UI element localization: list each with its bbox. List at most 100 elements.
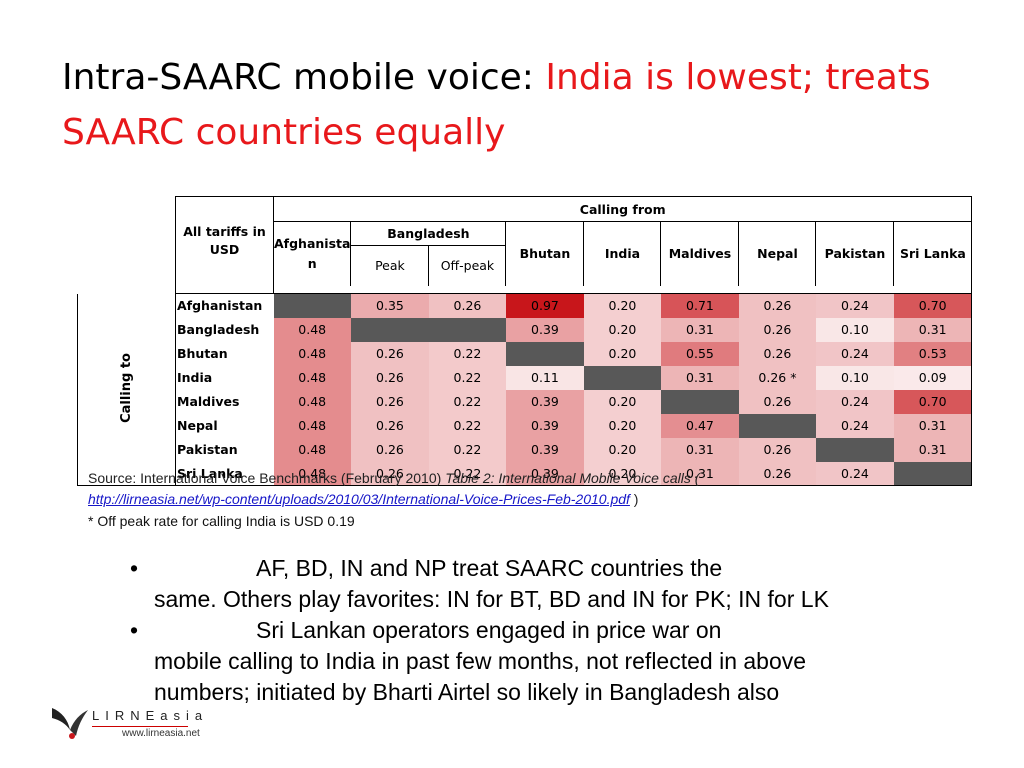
tariff-cell: 0.26	[350, 461, 429, 486]
tariff-cell: 0.31	[660, 461, 739, 486]
tariff-cell: 0.26	[738, 341, 816, 366]
bullet-dot-icon: •	[130, 617, 139, 643]
tariff-cell: 0.35	[350, 293, 429, 318]
tariff-cell: 0.26	[738, 461, 816, 486]
source-link[interactable]: http://lirneasia.net/wp-content/uploads/…	[88, 491, 630, 507]
tariff-cell: 0.26	[428, 293, 506, 318]
table-row: Calling to Afghanistan 0.35 0.26 0.97 0.20 0.7…	[77, 293, 973, 486]
corner-label: All tariffs in USD	[175, 196, 274, 286]
tariff-cell: 0.39	[505, 317, 584, 342]
col-header-afghanistan: Afghanista n	[273, 221, 352, 286]
tariff-cell: 0.26	[738, 293, 816, 318]
tariff-cell: 0.20	[583, 317, 661, 342]
tariff-cell: 0.20	[583, 437, 661, 462]
table-row: Pakistan 0.48 0.26 0.22 0.39 0.20 0.31 0.26 0.31	[78, 437, 973, 462]
tariff-cell: 0.48	[273, 389, 351, 414]
tariff-cell: 0.11	[505, 365, 584, 390]
col-header-maldives: Maldives	[660, 221, 740, 286]
tariff-cell: 0.48	[273, 317, 351, 342]
tariff-cell: 0.31	[893, 437, 973, 462]
tariff-table: All tariffs in USD Calling from Afghanis…	[77, 196, 973, 486]
tariff-cell: 0.24	[815, 389, 894, 414]
diagonal-cell	[350, 317, 429, 342]
tariff-cell: 0.48	[273, 365, 351, 390]
tariff-cell: 0.20	[583, 461, 661, 486]
tariff-cell: 0.39	[505, 389, 584, 414]
tariff-cell: 0.39	[505, 413, 584, 438]
row-label: Nepal	[175, 413, 274, 438]
col-header-pakistan: Pakistan	[815, 221, 895, 286]
diagonal-cell	[815, 437, 894, 462]
diagonal-cell	[583, 365, 661, 390]
tariff-cell: 0.97	[505, 293, 584, 318]
tariff-cell: 0.22	[428, 365, 506, 390]
tariff-cell: 0.22	[428, 461, 506, 486]
tariff-cell: 0.22	[428, 389, 506, 414]
col-header-bhutan: Bhutan	[505, 221, 585, 286]
title-prefix: Intra-SAARC mobile voice:	[62, 57, 546, 98]
col-header-offpeak: Off-peak	[428, 245, 507, 286]
col-header-india: India	[583, 221, 662, 286]
bullet-item-1: • AF, BD, IN and NP treat SAARC countries…	[130, 553, 850, 615]
bullet-1-rest: same. Others play favorites: IN for BT, …	[154, 586, 829, 612]
bullet-2-first: Sri Lankan operators engaged in price wa…	[256, 617, 722, 643]
tariff-cell: 0.26	[738, 389, 816, 414]
row-label: Bhutan	[175, 341, 274, 366]
tariff-cell: 0.26	[350, 413, 429, 438]
tariff-cell: 0.31	[660, 437, 739, 462]
row-label: Afghanistan	[175, 293, 274, 318]
tariff-cell: 0.20	[583, 389, 661, 414]
table-row: Maldives 0.48 0.26 0.22 0.39 0.20 0.26 0.24 0.70	[78, 389, 973, 414]
tariff-cell: 0.24	[815, 413, 894, 438]
diagonal-cell	[660, 389, 739, 414]
tariff-cell: 0.22	[428, 413, 506, 438]
row-label: Bangladesh	[175, 317, 274, 342]
tariff-cell: 0.10	[815, 317, 894, 342]
title-highlight-line1: India is lowest; treats	[545, 57, 931, 98]
col-header-nepal: Nepal	[738, 221, 817, 286]
logo-divider	[92, 726, 188, 727]
bullet-dot-icon: •	[130, 555, 139, 581]
col-header-srilanka: Sri Lanka	[893, 221, 973, 286]
tariff-cell: 0.48	[273, 437, 351, 462]
tariff-cell: 0.53	[893, 341, 973, 366]
source-prefix: Source: International Voice Benchmarks (…	[88, 470, 446, 486]
tariff-cell: 0.70	[893, 293, 973, 318]
row-label: Sri Lanka	[175, 461, 274, 486]
tariff-cell: 0.20	[583, 341, 661, 366]
calling-from-label: Calling from	[273, 196, 973, 222]
diagonal-cell	[505, 341, 584, 366]
col-header-peak: Peak	[350, 245, 430, 286]
col-header-bangladesh: Bangladesh	[350, 221, 507, 246]
tariff-cell: 0.26	[738, 317, 816, 342]
tariff-cell: 0.48	[273, 341, 351, 366]
tariff-cell: 0.47	[660, 413, 739, 438]
tariff-cell: 0.26	[738, 437, 816, 462]
tariff-cell: 0.10	[815, 365, 894, 390]
tariff-cell: 0.24	[815, 293, 894, 318]
table-row: India 0.48 0.26 0.22 0.11 0.31 0.26 * 0.10 0.09	[78, 365, 973, 390]
row-label: Pakistan	[175, 437, 274, 462]
source-suffix: )	[629, 491, 639, 507]
calling-to-cell: Calling to	[77, 293, 176, 486]
bullet-item-2: • Sri Lankan operators engaged in price w…	[130, 615, 850, 708]
tariff-cell: 0.71	[660, 293, 739, 318]
tariff-cell: 0.48	[273, 413, 351, 438]
tariff-cell: 0.22	[428, 437, 506, 462]
tariff-cell: 0.20	[583, 293, 661, 318]
tariff-cell: 0.24	[815, 461, 894, 486]
bullet-2-rest: mobile calling to India in past few mont…	[154, 648, 807, 705]
tariff-cell: 0.20	[583, 413, 661, 438]
calling-to-label: Calling to	[119, 352, 134, 423]
blank-corner	[78, 197, 176, 222]
source-italic: Table 2: International Mobile Voice call…	[445, 470, 700, 486]
tariff-cell: 0.31	[893, 413, 973, 438]
diagonal-cell	[273, 293, 351, 318]
tariff-cell: 0.26	[350, 389, 429, 414]
bullet-1-first: AF, BD, IN and NP treat SAARC countries …	[256, 555, 723, 581]
row-label: Maldives	[175, 389, 274, 414]
tariff-cell: 0.26 *	[738, 365, 816, 390]
tariff-cell: 0.26	[350, 341, 429, 366]
source-note: Source: International Voice Benchmarks (…	[88, 468, 699, 510]
title-highlight-line2: SAARC countries equally	[62, 112, 506, 153]
